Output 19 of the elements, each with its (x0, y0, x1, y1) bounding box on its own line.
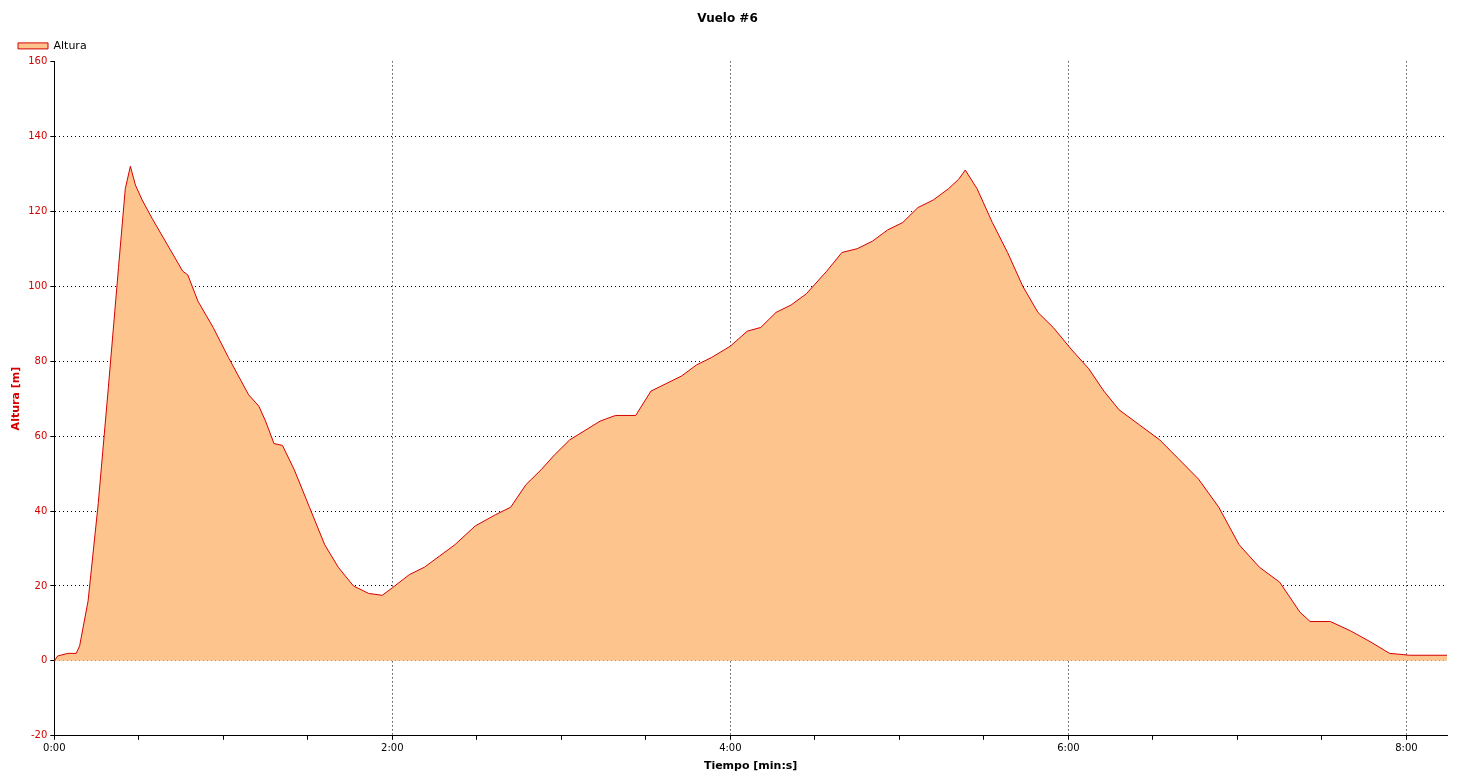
x-tick-label: 6:00 (1057, 742, 1080, 754)
y-axis-title: Altura [m] (9, 366, 23, 431)
y-tick-label: 80 (34, 354, 48, 366)
y-tick-label: 0 (40, 654, 48, 666)
y-tick-label: -20 (30, 729, 48, 741)
y-tick-label: 160 (28, 54, 48, 66)
legend-label: Altura (53, 38, 87, 52)
x-tick-label: 8:00 (1395, 742, 1418, 754)
y-tick-label: 120 (28, 204, 48, 216)
x-tick-label: 0:00 (43, 742, 66, 754)
y-tick-label: 100 (28, 279, 48, 291)
y-tick-label: 60 (34, 429, 48, 441)
x-tick-label: 4:00 (719, 742, 742, 754)
x-tick-label: 2:00 (381, 742, 404, 754)
y-tick-label: 40 (34, 504, 48, 516)
x-axis-title: Tiempo [min:s] (703, 759, 798, 773)
chart-title: Vuelo #6 (697, 11, 758, 26)
y-tick-label: 20 (34, 579, 48, 591)
y-tick-label: 140 (28, 129, 48, 141)
